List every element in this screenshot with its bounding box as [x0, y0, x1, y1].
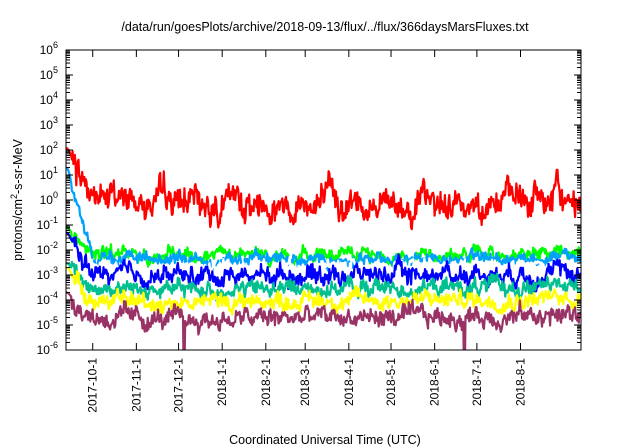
x-tick-label: 2017-12-1 [172, 358, 186, 413]
x-tick-label: 2017-10-1 [86, 358, 100, 413]
y-axis-label: protons/cm2-s-sr-MeV [9, 138, 25, 260]
y-tick-label: 10-5 [37, 315, 58, 332]
y-tick-label: 104 [40, 90, 58, 107]
y-tick-label: 10-4 [37, 290, 58, 307]
y-tick-label: 10-6 [37, 340, 58, 357]
x-tick-label: 2018-2-1 [259, 358, 273, 406]
y-axis-label-rest: -s-sr-MeV [11, 138, 25, 194]
series-line-6 [66, 260, 581, 302]
x-tick-label: 2018-1-1 [215, 358, 229, 406]
series-line-8 [66, 291, 581, 350]
series-line-1 [66, 146, 581, 231]
y-axis: 10-6 10-5 10-4 10-3 10-2 10-1 100 101 102 103 104 1… [37, 40, 581, 357]
y-tick-label: 10-3 [37, 265, 58, 282]
x-tick-label: 2018-4-1 [342, 358, 356, 406]
y-tick-label: 102 [40, 140, 58, 157]
y-tick-label: 106 [40, 40, 58, 57]
y-tick-label: 100 [40, 190, 58, 207]
chart-title: /data/run/goesPlots/archive/2018-09-13/f… [121, 20, 529, 34]
y-tick-label: 101 [40, 165, 58, 182]
series-line-4 [66, 241, 581, 281]
x-axis-label: Coordinated Universal Time (UTC) [229, 433, 421, 447]
x-tick-label: 2018-5-1 [384, 358, 398, 406]
x-tick-label: 2018-3-1 [298, 358, 312, 406]
y-axis-label-base: protons/cm [11, 199, 25, 261]
y-tick-label: 105 [40, 65, 58, 82]
x-tick-label: 2018-8-1 [513, 358, 527, 406]
y-tick-label: 10-2 [37, 240, 58, 257]
y-axis-label-sup: 2 [9, 194, 19, 199]
x-tick-label: 2018-6-1 [428, 358, 442, 406]
series-line-3 [66, 166, 581, 272]
y-tick-label: 10-1 [37, 215, 58, 232]
x-axis: 2017-10-1 2017-11-1 2017-12-1 2018-1-1 2018-… [86, 50, 527, 413]
x-tick-label: 2018-7-1 [470, 358, 484, 406]
series-layer [66, 146, 581, 350]
x-tick-label: 2017-11-1 [129, 358, 143, 412]
y-tick-label: 103 [40, 115, 58, 132]
